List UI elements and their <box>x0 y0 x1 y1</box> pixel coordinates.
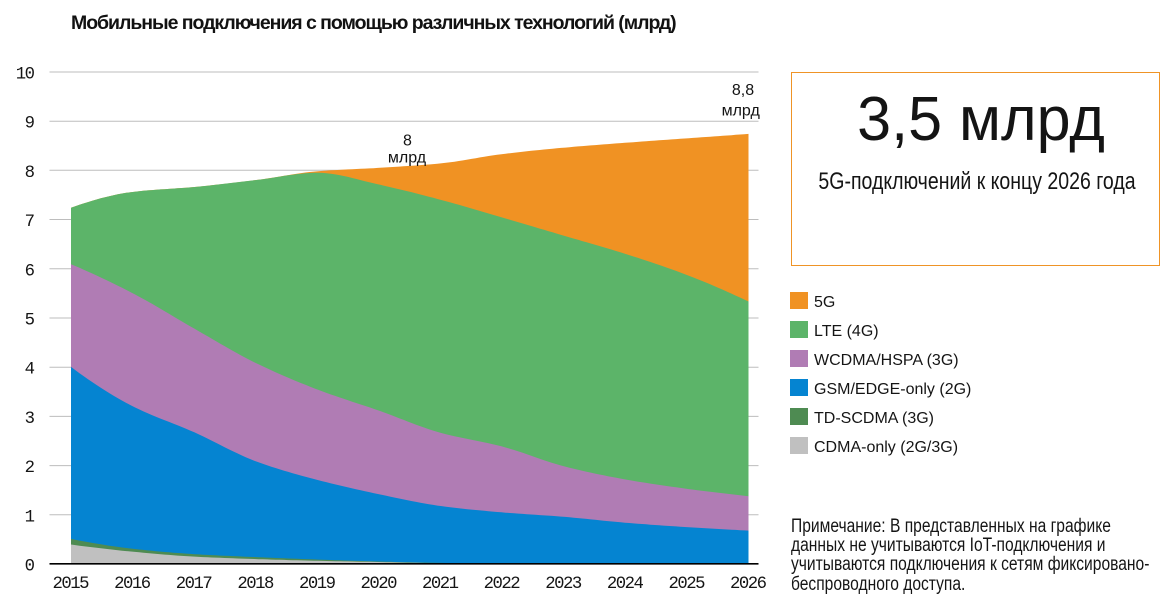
svg-text:2019: 2019 <box>299 575 336 594</box>
svg-text:2018: 2018 <box>237 575 274 594</box>
svg-text:2020: 2020 <box>361 575 398 594</box>
svg-text:10: 10 <box>16 66 35 85</box>
svg-text:2024: 2024 <box>607 575 644 594</box>
svg-text:TD-SCDMA (3G): TD-SCDMA (3G) <box>814 410 934 427</box>
svg-text:2026: 2026 <box>730 575 767 594</box>
svg-text:2015: 2015 <box>53 575 90 594</box>
svg-text:9: 9 <box>25 115 35 134</box>
svg-text:2021: 2021 <box>422 575 459 594</box>
svg-text:2022: 2022 <box>484 575 521 594</box>
svg-text:млрд: млрд <box>388 150 427 167</box>
svg-text:2025: 2025 <box>668 575 705 594</box>
svg-text:5: 5 <box>25 312 35 331</box>
svg-text:2017: 2017 <box>176 575 213 594</box>
svg-text:2016: 2016 <box>114 575 151 594</box>
svg-text:2: 2 <box>25 459 35 478</box>
svg-text:CDMA-only (2G/3G): CDMA-only (2G/3G) <box>814 439 958 456</box>
svg-text:8,8: 8,8 <box>732 82 754 99</box>
svg-text:4: 4 <box>25 361 35 380</box>
svg-text:GSM/EDGE-only (2G): GSM/EDGE-only (2G) <box>814 381 971 398</box>
svg-text:0: 0 <box>25 557 35 576</box>
svg-text:1: 1 <box>25 508 35 527</box>
svg-text:3: 3 <box>25 410 35 429</box>
svg-text:5G: 5G <box>814 294 835 311</box>
svg-text:млрд: млрд <box>722 102 761 119</box>
svg-text:7: 7 <box>25 213 35 232</box>
svg-text:6: 6 <box>25 262 35 281</box>
svg-text:8: 8 <box>25 164 35 183</box>
svg-text:LTE (4G): LTE (4G) <box>814 323 879 340</box>
svg-text:8: 8 <box>403 133 412 150</box>
svg-text:2023: 2023 <box>545 575 582 594</box>
svg-text:WCDMA/HSPA (3G): WCDMA/HSPA (3G) <box>814 352 959 369</box>
